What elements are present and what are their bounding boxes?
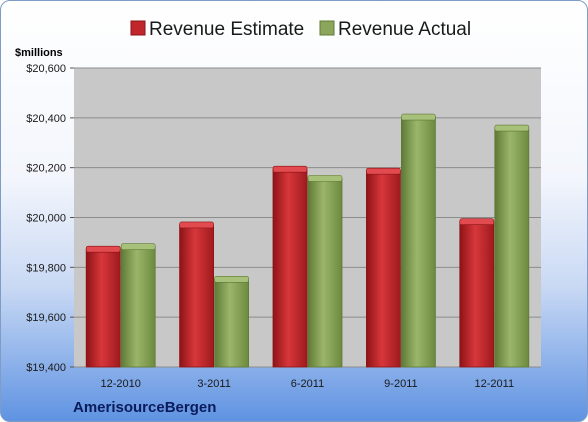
- bar-revenue-actual: [307, 177, 343, 368]
- bar-revenue-estimate: [85, 248, 121, 368]
- bar-cap-revenue-estimate: [459, 218, 495, 226]
- bar-revenue-estimate: [272, 168, 308, 368]
- legend-swatch-actual: [319, 20, 335, 36]
- y-tick-label: $20,400: [26, 113, 66, 125]
- bar-cap-revenue-estimate: [85, 245, 121, 253]
- bar-revenue-actual: [214, 278, 250, 368]
- bar-revenue-actual: [494, 127, 530, 368]
- y-tick-label: $20,000: [26, 213, 66, 225]
- y-axis-unit-label: $millions: [15, 47, 63, 59]
- bar-cap-revenue-actual: [401, 113, 436, 121]
- y-tick-label: $19,800: [26, 262, 66, 274]
- legend-label-actual: Revenue Actual: [338, 19, 471, 40]
- y-tick-label: $20,600: [26, 63, 66, 75]
- bar-cap-revenue-estimate: [272, 165, 308, 173]
- x-tick-label: 6-2011: [291, 378, 324, 390]
- x-tick-label: 12-2010: [101, 378, 141, 390]
- legend-swatch-estimate: [130, 20, 146, 36]
- x-tick-label: 3-2011: [197, 378, 230, 390]
- bar-revenue-actual: [120, 246, 156, 368]
- x-tick-label: 9-2011: [384, 378, 417, 390]
- x-axis-ticks: 12-2010 3-2011 6-2011 9-2011 12-2011: [101, 378, 515, 390]
- x-tick-label: 12-2011: [475, 378, 515, 390]
- y-tick-label: $19,400: [26, 362, 66, 374]
- bar-revenue-estimate: [365, 170, 401, 368]
- y-tick-label: $19,600: [26, 312, 66, 324]
- bar-cap-revenue-actual: [214, 275, 249, 283]
- bar-cap-revenue-estimate: [366, 167, 401, 175]
- bar-revenue-actual: [400, 116, 436, 368]
- bar-revenue-estimate: [179, 224, 215, 368]
- legend-label-estimate: Revenue Estimate: [149, 19, 304, 40]
- bar-cap-revenue-estimate: [179, 221, 214, 229]
- bar-cap-revenue-actual: [307, 175, 343, 182]
- company-label: AmerisourceBergen: [73, 399, 216, 416]
- y-axis-ticks: $19,400 $19,600 $19,800 $20,000 $20,200 $20,4…: [26, 63, 74, 374]
- y-tick-label: $20,200: [26, 163, 66, 175]
- bar-cap-revenue-actual: [120, 243, 156, 250]
- bars: [85, 113, 530, 368]
- bar-revenue-estimate: [459, 221, 495, 368]
- bar-cap-revenue-actual: [494, 124, 530, 132]
